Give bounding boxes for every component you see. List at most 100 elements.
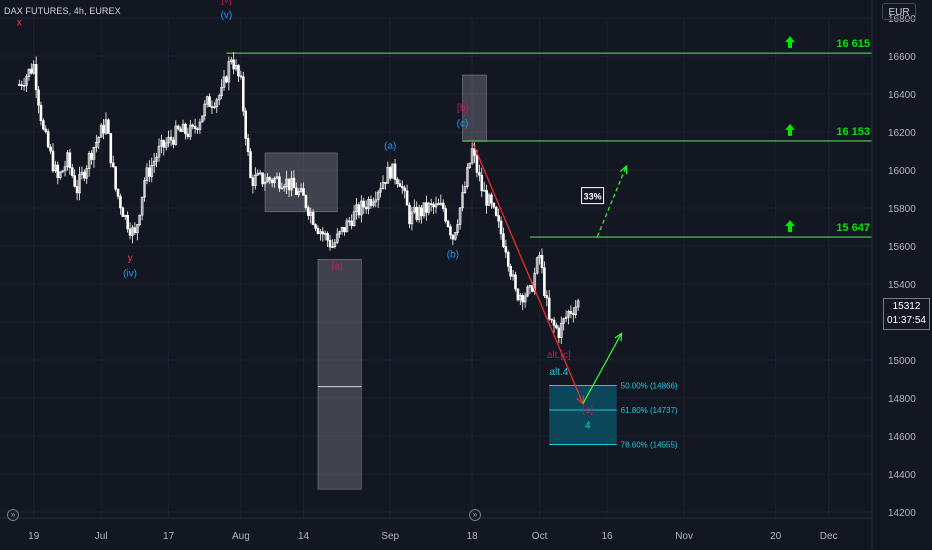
candle-body bbox=[104, 119, 108, 134]
candle-body bbox=[384, 182, 387, 184]
candle-body bbox=[538, 255, 541, 259]
double-chevron-right-icon[interactable]: » bbox=[7, 509, 19, 521]
candle-body bbox=[261, 172, 264, 185]
x-tick-label: 17 bbox=[163, 531, 175, 542]
candle-body bbox=[275, 176, 279, 179]
wave-label: 4 bbox=[585, 420, 591, 431]
candle-body bbox=[441, 202, 445, 209]
candle-body bbox=[174, 125, 178, 145]
candle-body bbox=[514, 274, 517, 290]
candle-body bbox=[328, 239, 332, 248]
candle-body bbox=[511, 274, 515, 277]
candle-body bbox=[499, 220, 503, 235]
candle-body bbox=[95, 141, 98, 148]
candle-body bbox=[429, 203, 433, 205]
candle-body bbox=[376, 191, 380, 201]
candle-body bbox=[391, 163, 394, 179]
x-tick-label: Jul bbox=[95, 531, 108, 542]
candle-body bbox=[114, 166, 117, 190]
candle-body bbox=[184, 123, 187, 135]
y-tick-label: 16000 bbox=[888, 166, 916, 177]
candle-body bbox=[111, 162, 115, 168]
y-tick-label: 14200 bbox=[888, 508, 916, 519]
candle-body bbox=[201, 115, 204, 123]
candle-body bbox=[403, 187, 406, 192]
candle-body bbox=[179, 128, 182, 132]
candle-body bbox=[350, 220, 353, 227]
bar-countdown: 01:37:54 bbox=[887, 315, 926, 326]
candle-body bbox=[58, 171, 62, 179]
candle-body bbox=[540, 255, 544, 268]
candle-body bbox=[155, 156, 158, 162]
candle-body bbox=[20, 84, 23, 87]
candle-body bbox=[157, 145, 161, 158]
candle-body bbox=[285, 178, 288, 187]
double-chevron-right-icon[interactable]: » bbox=[469, 509, 481, 521]
currency-label[interactable]: EUR bbox=[882, 3, 916, 20]
candle-body bbox=[167, 136, 170, 144]
candle-body bbox=[449, 226, 452, 236]
candle-body bbox=[494, 206, 498, 216]
candle-body bbox=[425, 202, 428, 213]
candle-body bbox=[417, 207, 421, 220]
candle-body bbox=[73, 175, 76, 187]
candle-body bbox=[198, 121, 202, 130]
fib-level-label: 78.60% (14555) bbox=[621, 441, 678, 450]
candle-body bbox=[99, 124, 103, 138]
candle-body bbox=[314, 224, 317, 229]
wave-label: (c) bbox=[457, 118, 469, 129]
candle-body bbox=[256, 172, 260, 176]
candle-body bbox=[148, 167, 151, 177]
candle-body bbox=[526, 286, 529, 297]
candle-body bbox=[516, 288, 520, 301]
candle-body bbox=[17, 84, 21, 86]
candle-body bbox=[309, 211, 313, 216]
x-tick-label: Oct bbox=[532, 531, 548, 542]
candle-body bbox=[547, 297, 551, 320]
candle-body bbox=[191, 124, 195, 127]
candle-body bbox=[381, 182, 385, 189]
candle-body bbox=[355, 204, 358, 212]
candle-body bbox=[482, 189, 486, 192]
candle-body bbox=[68, 152, 72, 168]
candle-body bbox=[25, 76, 28, 86]
wave-label: alt.4 bbox=[549, 367, 568, 378]
candle-body bbox=[388, 166, 392, 179]
candle-body bbox=[232, 59, 235, 70]
fib-level-label: 50.00% (14866) bbox=[621, 381, 678, 390]
wave-label: [a] bbox=[332, 261, 343, 272]
candle-body bbox=[97, 136, 101, 143]
projection-lines bbox=[471, 141, 628, 405]
candle-body bbox=[316, 228, 320, 234]
probability-box bbox=[581, 187, 605, 205]
projection-line bbox=[582, 333, 623, 404]
fib-zone-rect bbox=[549, 385, 617, 445]
candle-body bbox=[323, 233, 327, 235]
candle-body bbox=[535, 257, 539, 274]
candle-body bbox=[249, 151, 252, 178]
resistance-label: 15 647 bbox=[836, 222, 870, 234]
last-price-tag: 15312 01:37:54 bbox=[883, 298, 930, 330]
resistance-label: 16 615 bbox=[836, 38, 870, 50]
candle-body bbox=[63, 166, 67, 172]
candle-body bbox=[545, 295, 549, 299]
candle-body bbox=[169, 136, 173, 141]
grid-lines bbox=[0, 17, 872, 518]
projection-arrowhead bbox=[614, 332, 623, 342]
candle-body bbox=[241, 76, 245, 112]
candle-body bbox=[49, 146, 52, 152]
candle-body bbox=[456, 224, 459, 233]
resistance-label: 16 153 bbox=[836, 126, 870, 138]
candle-body bbox=[485, 189, 488, 206]
x-tick-label: Dec bbox=[820, 531, 838, 542]
candle-body bbox=[410, 211, 414, 225]
candle-body bbox=[234, 64, 238, 70]
candle-body bbox=[160, 139, 163, 147]
candle-body bbox=[227, 61, 231, 83]
candle-body bbox=[400, 186, 404, 189]
x-axis: 19 Jul 17 Aug 14 Sep 18 Oct 16 Nov 20 Dec bbox=[0, 517, 872, 542]
candle-body bbox=[119, 196, 122, 209]
candle-body bbox=[109, 133, 113, 164]
candle-body bbox=[215, 99, 219, 108]
